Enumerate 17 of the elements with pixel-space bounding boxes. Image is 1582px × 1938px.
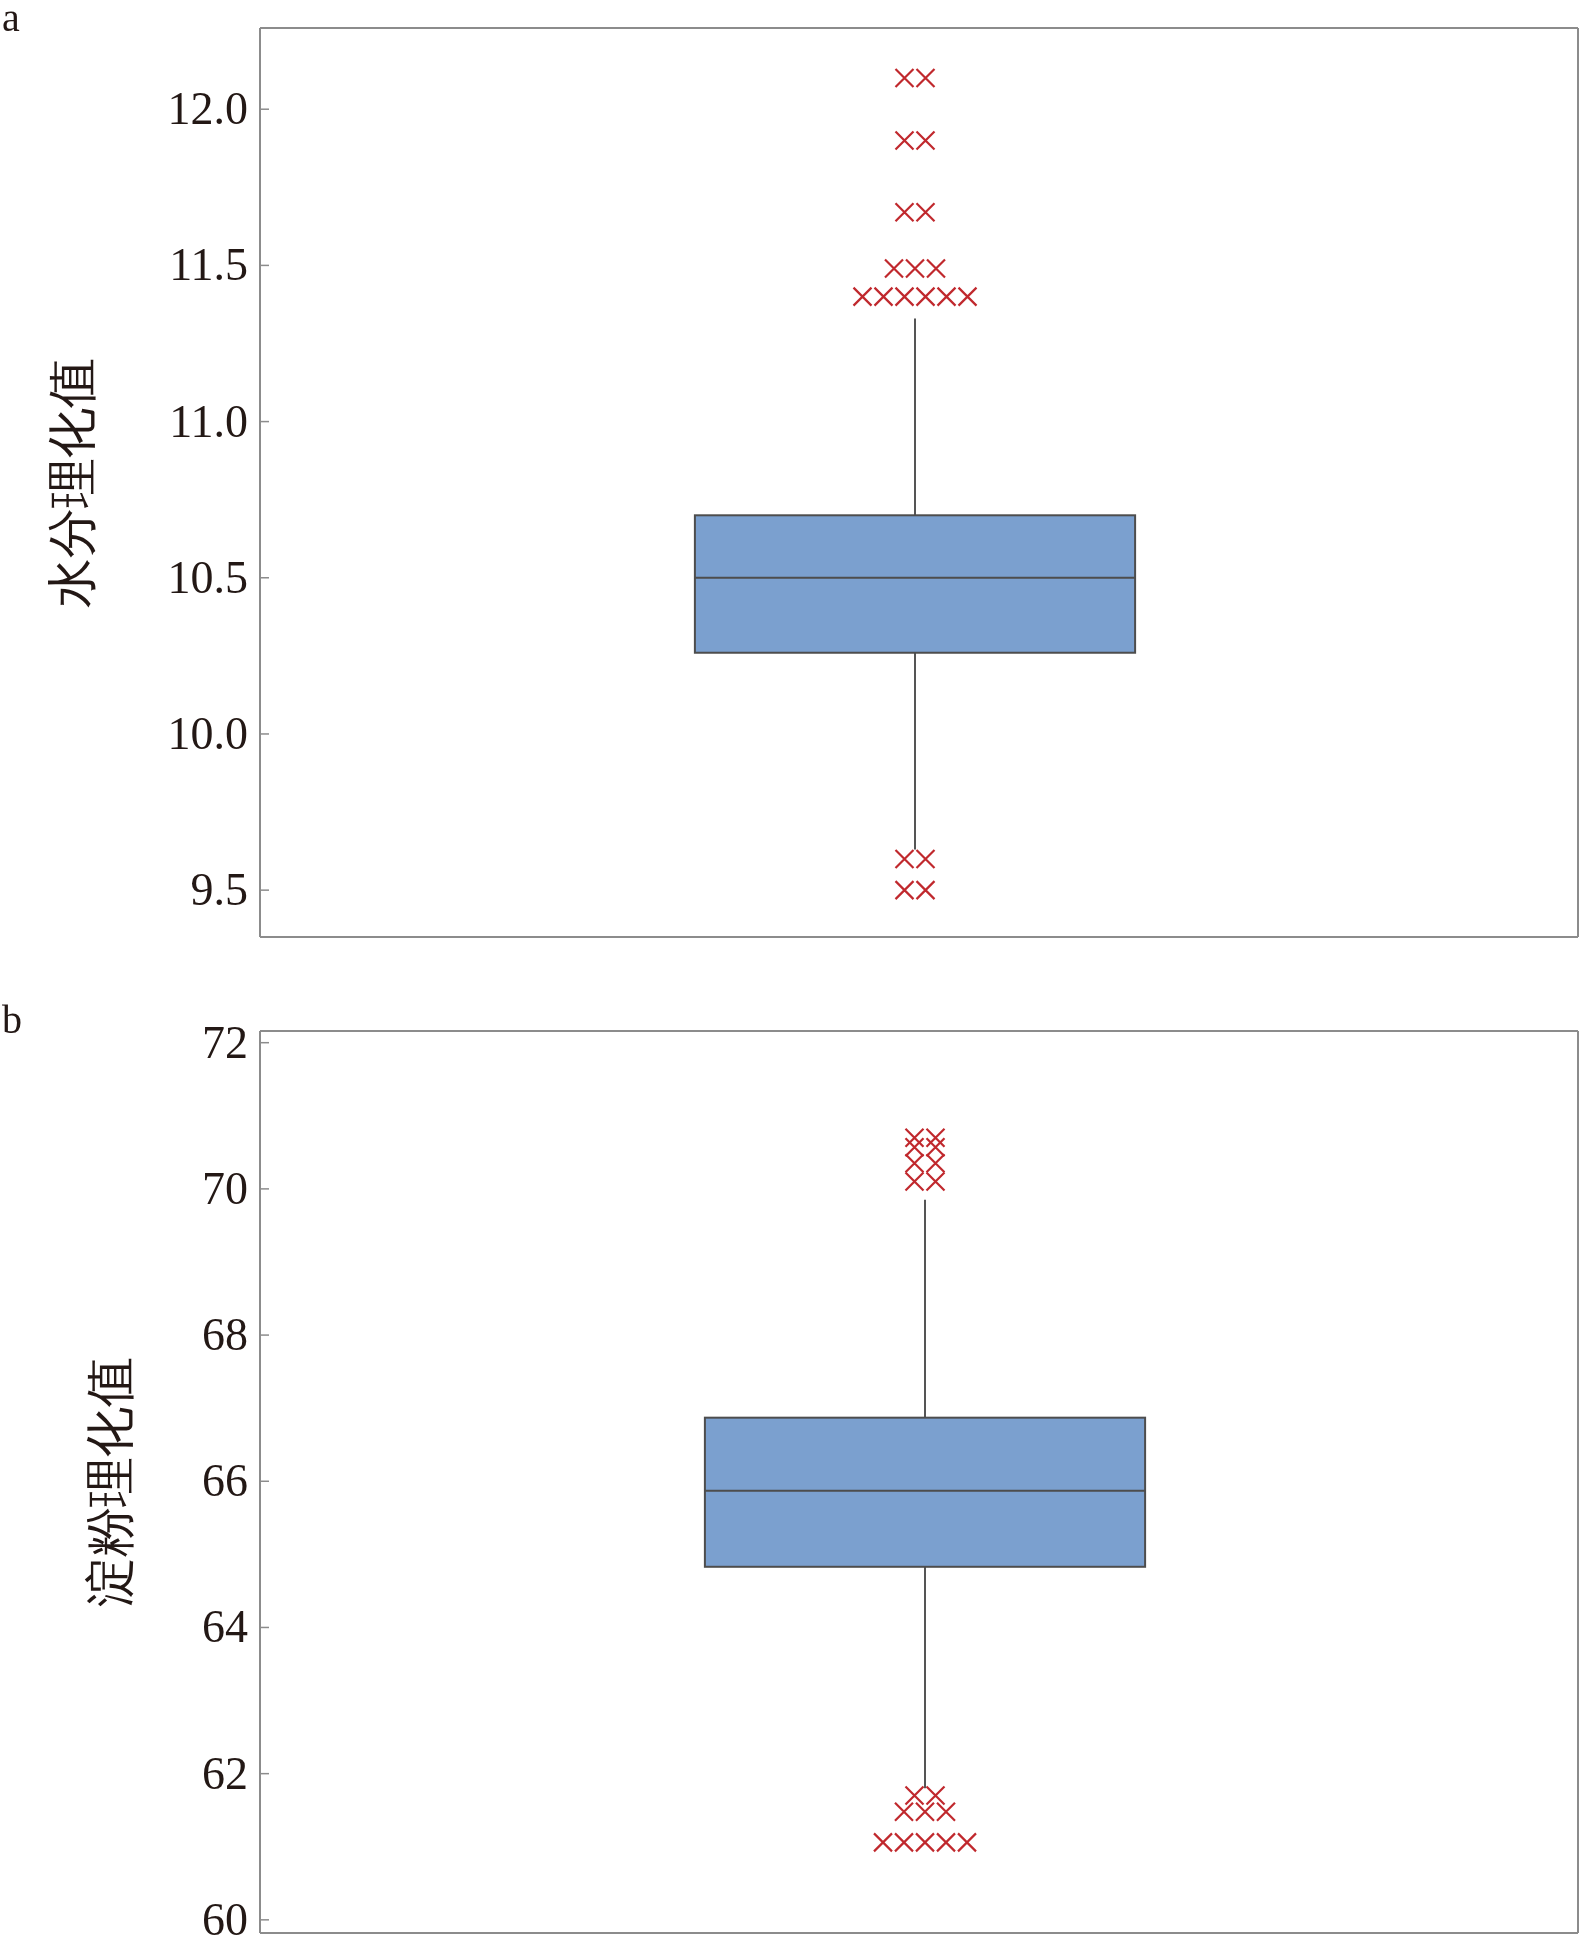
y-tick-label: 10.0 (167, 707, 248, 759)
y-tick-label: 9.5 (190, 864, 248, 916)
y-tick-label: 68 (202, 1309, 248, 1361)
y-axis-title: 淀粉理化值 (81, 1357, 139, 1607)
y-tick-label: 60 (202, 1893, 248, 1938)
y-tick-label: 66 (202, 1455, 248, 1507)
chart-title: b (2, 997, 22, 1043)
chart-title: a (2, 0, 20, 41)
y-tick-label: 11.0 (169, 395, 248, 447)
y-tick-label: 62 (202, 1747, 248, 1799)
y-tick-label: 11.5 (169, 239, 248, 291)
y-tick-label: 72 (202, 1016, 248, 1068)
y-tick-label: 70 (202, 1162, 248, 1214)
y-axis-title: 水分理化值 (43, 357, 101, 608)
y-tick-label: 12.0 (167, 83, 248, 135)
y-tick-label: 10.5 (167, 551, 248, 603)
y-tick-label: 64 (202, 1601, 248, 1653)
